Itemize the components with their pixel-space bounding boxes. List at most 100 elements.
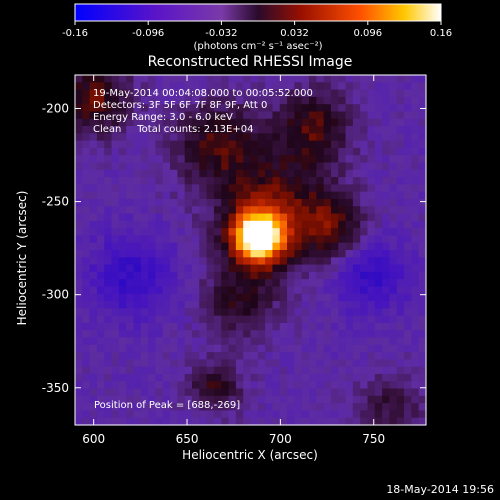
heatmap-cell — [287, 373, 295, 382]
heatmap-cell — [250, 286, 259, 295]
heatmap-cell — [89, 330, 98, 339]
heatmap-cell — [316, 359, 325, 368]
heatmap-cell — [170, 301, 178, 309]
heatmap-cell — [162, 395, 171, 404]
heatmap-cell — [228, 286, 237, 295]
heatmap-cell — [301, 395, 310, 404]
heatmap-cell — [148, 395, 157, 404]
heatmap-cell — [374, 169, 383, 178]
heatmap-cell — [352, 330, 361, 339]
heatmap-cell — [199, 206, 208, 215]
heatmap-cell — [323, 308, 332, 317]
heatmap-cell — [330, 82, 339, 91]
heatmap-cell — [75, 228, 83, 237]
heatmap-cell — [199, 271, 208, 280]
heatmap-cell — [235, 155, 244, 164]
heatmap-cell — [279, 264, 288, 273]
heatmap-cell — [118, 330, 127, 339]
heatmap-cell — [213, 271, 222, 280]
heatmap-cell — [199, 293, 208, 302]
heatmap-cell — [411, 308, 420, 317]
heatmap-cell — [404, 308, 412, 317]
heatmap-cell — [235, 140, 244, 149]
heatmap-cell — [338, 279, 347, 288]
heatmap-cell — [228, 271, 237, 280]
heatmap-cell — [235, 330, 244, 339]
heatmap-cell — [287, 388, 295, 397]
heatmap-cell — [75, 126, 83, 134]
heatmap-cell — [96, 403, 105, 412]
heatmap-cell — [265, 82, 274, 91]
heatmap-cell — [126, 242, 135, 251]
heatmap-cell — [177, 140, 186, 149]
heatmap-cell — [287, 417, 295, 426]
heatmap-cell — [199, 366, 208, 375]
heatmap-cell — [404, 140, 412, 149]
heatmap-cell — [404, 250, 412, 258]
heatmap-cell — [272, 96, 281, 105]
heatmap-cell — [389, 198, 398, 207]
heatmap-cell — [96, 162, 105, 171]
heatmap-cell — [118, 344, 127, 353]
heatmap-cell — [396, 162, 405, 171]
heatmap-cell — [272, 133, 281, 142]
heatmap-cell — [184, 162, 193, 171]
heatmap-cell — [360, 264, 369, 273]
heatmap-cell — [287, 198, 295, 207]
heatmap-cell — [148, 257, 157, 266]
heatmap-cell — [352, 198, 361, 207]
heatmap-cell — [374, 417, 383, 426]
heatmap-cell — [243, 322, 252, 331]
heatmap-cell — [265, 308, 274, 317]
heatmap-cell — [170, 147, 178, 156]
heatmap-cell — [294, 235, 303, 244]
heatmap-cell — [192, 250, 200, 258]
heatmap-cell — [213, 133, 222, 142]
heatmap-cell — [309, 395, 317, 404]
heatmap-cell — [162, 366, 171, 375]
heatmap-cell — [177, 242, 186, 251]
heatmap-cell — [382, 403, 391, 412]
heatmap-cell — [330, 417, 339, 426]
heatmap-cell — [206, 184, 215, 193]
heatmap-cell — [111, 366, 120, 375]
heatmap-cell — [265, 184, 274, 193]
heatmap-cell — [89, 373, 98, 382]
heatmap-cell — [367, 352, 376, 360]
heatmap-cell — [352, 417, 361, 426]
heatmap-cell — [352, 96, 361, 105]
heatmap-cell — [323, 403, 332, 412]
heatmap-cell — [177, 403, 186, 412]
heatmap-cell — [287, 410, 295, 419]
heatmap-cell — [287, 395, 295, 404]
heatmap-cell — [272, 322, 281, 331]
heatmap-cell — [243, 344, 252, 353]
heatmap-cell — [272, 206, 281, 215]
heatmap-cell — [367, 206, 376, 215]
heatmap-cell — [104, 133, 113, 142]
heatmap-cell — [345, 410, 354, 419]
heatmap-cell — [111, 373, 120, 382]
heatmap-cell — [243, 184, 252, 193]
heatmap-cell — [177, 359, 186, 368]
heatmap-cell — [411, 169, 420, 178]
heatmap-cell — [118, 177, 127, 185]
heatmap-cell — [257, 198, 266, 207]
heatmap-cell — [265, 213, 274, 222]
heatmap-cell — [221, 242, 230, 251]
heatmap-cell — [111, 213, 120, 222]
heatmap-cell — [352, 395, 361, 404]
heatmap-cell — [82, 126, 91, 134]
heatmap-cell — [279, 257, 288, 266]
heatmap-cell — [338, 293, 347, 302]
heatmap-cell — [126, 337, 135, 346]
heatmap-cell — [352, 373, 361, 382]
heatmap-cell — [82, 417, 91, 426]
heatmap-cell — [287, 75, 295, 83]
heatmap-cell — [265, 366, 274, 375]
heatmap-cell — [352, 279, 361, 288]
heatmap-cell — [133, 264, 142, 273]
heatmap-cell — [404, 264, 412, 273]
heatmap-cell — [75, 279, 83, 288]
heatmap-cell — [155, 75, 164, 83]
